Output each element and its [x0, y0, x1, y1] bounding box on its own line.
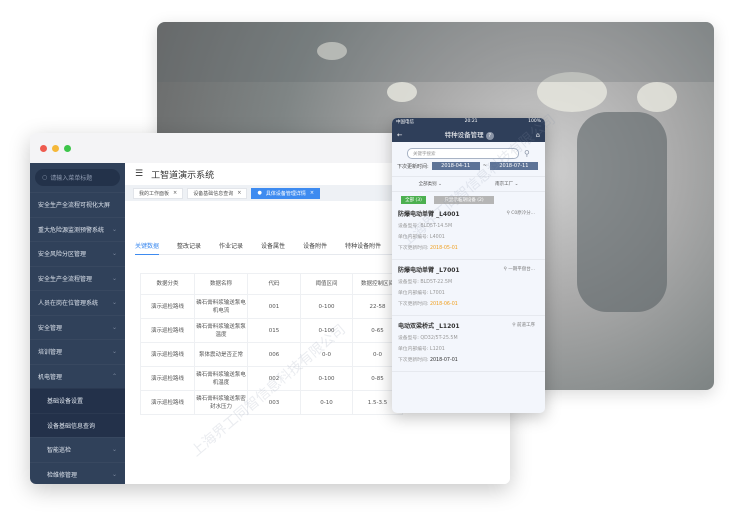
- sidebar-item[interactable]: 检维修管理 ⌄: [30, 461, 125, 485]
- chevron-icon: ⌄: [111, 225, 117, 233]
- help-icon[interactable]: ?: [485, 132, 494, 140]
- device-title: 防爆电动单臂 _L7001: [398, 267, 460, 274]
- mobile-app: 中国电信 20:21 100% ← 特种设备管理 ? ⌂ 关键字搜索 ⚲ 下次更新时间…: [392, 118, 545, 413]
- table-cell: 015: [247, 318, 301, 343]
- sidebar: ○ 请输入菜单标题 安全生产全流程可视化大屏 重大危险源监测预警系统 ⌄ 安全风险分区管…: [30, 163, 125, 484]
- tab-special-attachments[interactable]: 特种设备附件: [345, 243, 382, 250]
- sidebar-item[interactable]: 机电管理 ⌃: [30, 363, 125, 389]
- location: ⚲ 前道工序: [512, 323, 535, 328]
- page-title: 工智道演示系统: [151, 170, 215, 181]
- table-cell: 002: [247, 366, 301, 391]
- sidebar-item[interactable]: 人员在岗在位管理系统 ⌄: [30, 290, 125, 315]
- table-cell: 演示巡检路线: [140, 342, 195, 367]
- search-icon: ○: [42, 174, 48, 181]
- home-icon[interactable]: ⌂: [535, 130, 540, 139]
- sidebar-item[interactable]: 智能巡检 ⌄: [30, 437, 125, 462]
- chevron-icon: ⌄: [111, 348, 117, 356]
- close-dot[interactable]: [40, 145, 47, 152]
- table-row: 演示巡检路线 磷石膏料浆输送泵电机电流 001 0-100 22-58: [140, 294, 403, 319]
- close-icon[interactable]: ×: [309, 190, 315, 196]
- tab-attachments[interactable]: 设备附件: [303, 243, 328, 250]
- table-header-row: 数据分类 数据名称 代码 阈值区间 数据控制区间: [140, 273, 403, 295]
- sidebar-item[interactable]: 安全管理 ⌄: [30, 314, 125, 340]
- sidebar-item[interactable]: 安全生产全流程管理 ⌄: [30, 265, 125, 291]
- detail-tabs: 关键数据 整改记录 作业记录 设备属性 设备附件 特种设备附件: [135, 241, 510, 255]
- sidebar-item[interactable]: 重大危险源监测预警系统 ⌄: [30, 216, 125, 242]
- menu-toggle-icon[interactable]: ☰: [135, 169, 144, 179]
- table-cell: 0-0: [300, 342, 353, 367]
- tag-device-detail[interactable]: ● 具体设备管理详情 ×: [251, 187, 321, 199]
- device-card[interactable]: 防爆电动单臂 _L7001 ⚲ 一期平盘台... 设备型号: BLD5T-22.…: [392, 260, 545, 316]
- table-cell: 演示巡检路线: [140, 318, 195, 343]
- location-pin-icon: ⚲: [506, 211, 510, 216]
- maximize-dot[interactable]: [64, 145, 71, 152]
- table-cell: 0-10: [300, 390, 353, 415]
- nav-bar: ← 特种设备管理 ? ⌂: [392, 127, 545, 142]
- table-cell: 0-100: [300, 318, 353, 343]
- tab-work-records[interactable]: 作业记录: [219, 243, 244, 250]
- table-cell: 泵体震动是否正常: [194, 342, 248, 367]
- location-pin-icon: ⚲: [503, 267, 507, 272]
- table-cell: 磷石膏料浆输送泵电机电流: [194, 294, 248, 319]
- table-cell: 001: [247, 294, 301, 319]
- table-row: 演示巡检路线 磷石膏料浆输送泵密封水压力 003 0-10 1.5-3.5: [140, 390, 403, 415]
- sidebar-item[interactable]: 安全风险分区管理 ⌄: [30, 241, 125, 266]
- table-cell: 003: [247, 390, 301, 415]
- desktop-window: ○ 请输入菜单标题 安全生产全流程可视化大屏 重大危险源监测预警系统 ⌄ 安全风险分区管…: [30, 133, 510, 484]
- device-card[interactable]: 电动双梁桥式 _L1201 ⚲ 前道工序 设备型号: QD32/5T-25.5M…: [392, 316, 545, 372]
- table-cell: 006: [247, 342, 301, 367]
- tag-workbench[interactable]: 我的工作面板 ×: [133, 187, 184, 199]
- table-cell: 0-100: [300, 366, 353, 391]
- chevron-icon: ⌃: [111, 372, 117, 380]
- chevron-icon: ⌄: [111, 274, 117, 282]
- sidebar-item[interactable]: 设备基础信息查询: [30, 412, 125, 437]
- table-cell: 磷石膏料浆输送泵电机温度: [194, 366, 248, 391]
- tab-key-data[interactable]: 关键数据: [135, 241, 160, 255]
- table-cell: 演示巡检路线: [140, 294, 195, 319]
- close-icon[interactable]: ×: [173, 190, 178, 196]
- chevron-icon: ⌄: [111, 323, 117, 331]
- chevron-icon: ⌄: [111, 446, 117, 454]
- table-cell: 演示巡检路线: [140, 390, 195, 415]
- chevron-icon: ⌄: [111, 250, 117, 258]
- search-icon[interactable]: ⚲: [524, 149, 530, 158]
- device-title: 防爆电动单臂 _L4001: [398, 211, 460, 218]
- key-data-table: 数据分类 数据名称 代码 阈值区间 数据控制区间 演示巡检路线 磷石膏料浆输送泵电…: [140, 273, 403, 415]
- sidebar-item[interactable]: 安全生产全流程可视化大屏: [30, 192, 125, 217]
- table-cell: 磷石膏料浆输送泵密封水压力: [194, 390, 248, 415]
- device-card[interactable]: 防爆电动单臂 _L4001 ⚲ C0原冷分... 设备型号: BLD5T-14.…: [392, 204, 545, 260]
- expiring-only-button[interactable]: 只显示临期设备 (2): [434, 196, 494, 204]
- close-icon[interactable]: ×: [237, 190, 242, 196]
- main-content: ☰ 工智道演示系统 我的工作面板 × 设备基础信息查询 × ● 具体设备管理详情 × 关键…: [125, 163, 510, 484]
- table-row: 演示巡检路线 磷石膏料浆输送泵泵温度 015 0-100 0-65: [140, 318, 403, 343]
- tab-rectification[interactable]: 整改记录: [177, 243, 202, 250]
- location-pin-icon: ⚲: [512, 323, 516, 328]
- type-filter[interactable]: 全部类别 ⌄: [418, 182, 442, 187]
- table-cell: 演示巡检路线: [140, 366, 195, 391]
- site-filter[interactable]: 南京工厂 ⌄: [495, 182, 519, 187]
- table-row: 演示巡检路线 磷石膏料浆输送泵电机温度 002 0-100 0-85: [140, 366, 403, 391]
- nav-title: 特种设备管理: [444, 131, 484, 139]
- table-row: 演示巡检路线 泵体震动是否正常 006 0-0 0-0: [140, 342, 403, 367]
- menu-search-input[interactable]: ○ 请输入菜单标题: [35, 169, 120, 186]
- date-to-field[interactable]: 2018-07-11: [489, 162, 538, 170]
- sidebar-item[interactable]: 培训管理 ⌄: [30, 339, 125, 364]
- chevron-icon: ⌄: [111, 299, 117, 307]
- minimize-dot[interactable]: [52, 145, 59, 152]
- location: ⚲ C0原冷分...: [506, 211, 535, 216]
- sidebar-item[interactable]: 基础设备设置: [30, 388, 125, 413]
- table-cell: 0-100: [300, 294, 353, 319]
- tab-attributes[interactable]: 设备属性: [261, 243, 286, 250]
- status-bar: 中国电信 20:21 100%: [392, 118, 545, 127]
- chevron-icon: ⌄: [111, 470, 117, 478]
- keyword-search-input[interactable]: 关键字搜索: [407, 148, 519, 159]
- tag-device-query[interactable]: 设备基础信息查询 ×: [187, 187, 248, 199]
- location: ⚲ 一期平盘台...: [503, 267, 535, 272]
- back-icon[interactable]: ←: [397, 130, 403, 139]
- all-button[interactable]: 全部 (3): [401, 196, 426, 204]
- table-cell: 磷石膏料浆输送泵泵温度: [194, 318, 248, 343]
- date-from-field[interactable]: 2018-04-11: [431, 162, 480, 170]
- device-title: 电动双梁桥式 _L1201: [398, 323, 460, 330]
